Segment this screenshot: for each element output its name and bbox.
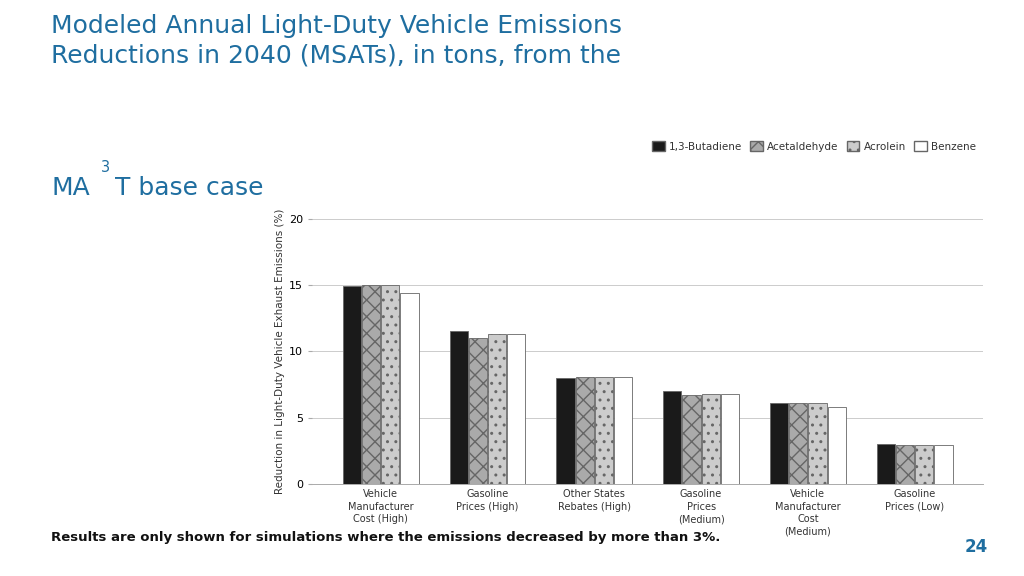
Text: Modeled Annual Light-Duty Vehicle Emissions
Reductions in 2040 (MSATs), in tons,: Modeled Annual Light-Duty Vehicle Emissi… bbox=[51, 14, 623, 67]
Bar bbox=[507, 334, 525, 484]
Bar bbox=[721, 394, 739, 484]
Text: MA: MA bbox=[51, 176, 90, 200]
Legend: 1,3-Butadiene, Acetaldehyde, Acrolein, Benzene: 1,3-Butadiene, Acetaldehyde, Acrolein, B… bbox=[650, 139, 978, 154]
Bar bbox=[400, 293, 419, 484]
Bar bbox=[790, 403, 807, 484]
Bar bbox=[343, 286, 361, 484]
Bar bbox=[575, 377, 594, 484]
Bar bbox=[915, 445, 933, 484]
Bar bbox=[770, 403, 788, 484]
Bar bbox=[488, 334, 506, 484]
Bar bbox=[362, 285, 380, 484]
Text: T base case: T base case bbox=[115, 176, 263, 200]
Bar bbox=[556, 378, 574, 484]
Bar bbox=[469, 338, 487, 484]
Bar bbox=[682, 395, 700, 484]
Bar bbox=[381, 285, 399, 484]
Bar bbox=[827, 407, 846, 484]
Bar bbox=[595, 377, 613, 484]
Y-axis label: Reduction in Light-Duty Vehicle Exhaust Emissions (%): Reduction in Light-Duty Vehicle Exhaust … bbox=[275, 209, 285, 494]
Bar bbox=[664, 391, 681, 484]
Bar bbox=[614, 377, 632, 484]
Text: 24: 24 bbox=[965, 538, 988, 556]
Bar bbox=[701, 394, 720, 484]
Text: Results are only shown for simulations where the emissions decreased by more tha: Results are only shown for simulations w… bbox=[51, 531, 721, 544]
Bar bbox=[450, 331, 468, 484]
Bar bbox=[808, 403, 826, 484]
Bar bbox=[877, 444, 895, 484]
Bar bbox=[934, 445, 952, 484]
Bar bbox=[896, 445, 914, 484]
Text: 3: 3 bbox=[100, 160, 110, 175]
